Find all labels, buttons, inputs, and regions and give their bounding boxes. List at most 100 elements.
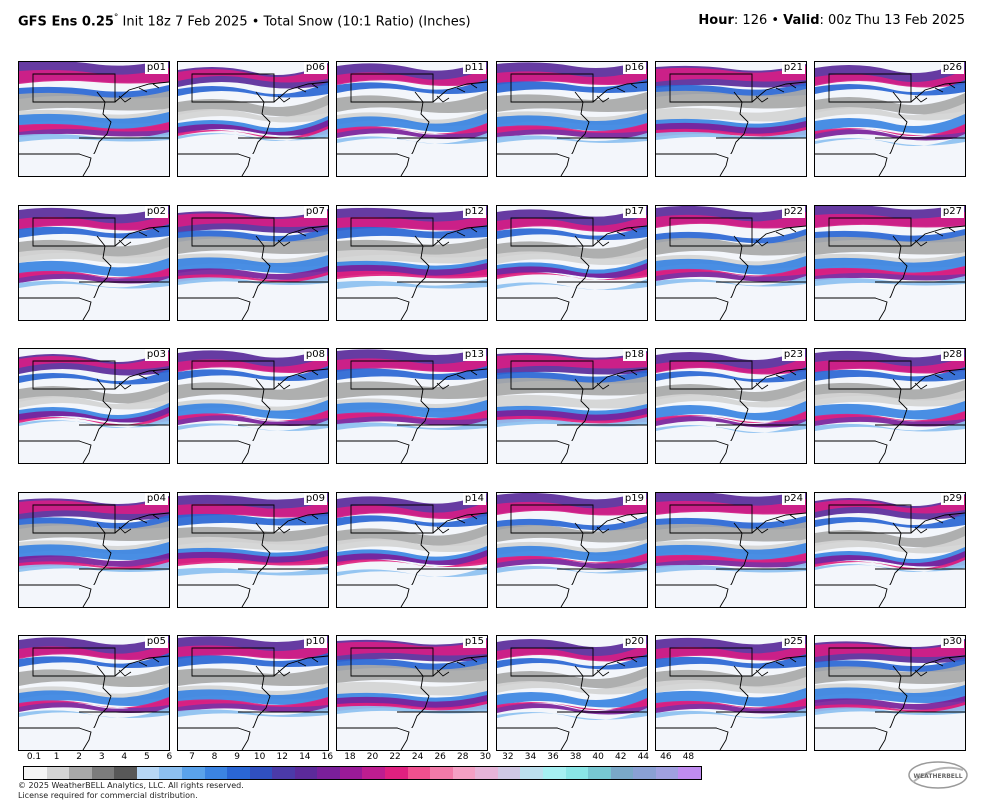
legend-tick: 32 — [502, 752, 514, 762]
legend-tick: 0.1 — [26, 752, 42, 762]
member-map-p21: p21 — [655, 61, 807, 177]
member-map-p29: p29 — [814, 492, 966, 608]
member-label: p11 — [462, 62, 486, 74]
legend-tick: 30 — [479, 752, 492, 762]
member-map-p04: p04 — [18, 492, 170, 608]
member-map-p05: p05 — [18, 635, 170, 751]
member-map-p30: p30 — [814, 635, 966, 751]
legend-swatch — [227, 767, 250, 779]
member-label: p18 — [622, 349, 646, 361]
legend-swatch — [317, 767, 340, 779]
legend-tick: 42 — [614, 752, 627, 762]
member-label: p19 — [622, 493, 646, 505]
legend-swatch — [294, 767, 318, 779]
valid-label: Valid — [783, 13, 820, 28]
member-map-p03: p03 — [18, 348, 170, 464]
member-map-p23: p23 — [655, 348, 807, 464]
member-map-p25: p25 — [655, 635, 807, 751]
legend-swatch — [24, 767, 47, 779]
legend-tick: 48 — [682, 752, 695, 762]
member-label: p03 — [144, 349, 168, 361]
legend-swatch — [362, 767, 385, 779]
degree-mark: ° — [113, 13, 119, 23]
legend-tick: 28 — [457, 752, 469, 762]
legend-tick: 46 — [660, 752, 672, 762]
member-map-p08: p08 — [177, 348, 329, 464]
legend-swatch — [497, 767, 521, 779]
legend-swatch — [339, 767, 363, 779]
copyright-text: © 2025 WeatherBELL Analytics, LLC. All r… — [18, 781, 244, 790]
hour-label: Hour — [698, 13, 734, 28]
model-name: GFS Ens 0.25 — [18, 14, 114, 30]
member-label: p09 — [303, 493, 327, 505]
member-label: p29 — [940, 493, 964, 505]
legend-tick: 5 — [143, 752, 150, 762]
legend-swatch — [542, 767, 566, 779]
legend-tick: 14 — [299, 752, 311, 762]
member-label: p28 — [940, 349, 964, 361]
member-label: p15 — [462, 636, 486, 648]
member-map-p07: p07 — [177, 205, 329, 321]
member-label: p25 — [781, 636, 805, 648]
legend-color-bar — [23, 766, 702, 780]
member-map-p02: p02 — [18, 205, 170, 321]
member-label: p24 — [781, 493, 805, 505]
legend-tick: 24 — [411, 752, 424, 762]
member-label: p26 — [940, 62, 964, 74]
legend-swatch — [272, 767, 295, 779]
member-map-p20: p20 — [496, 635, 648, 751]
legend-swatch — [69, 767, 92, 779]
legend-tick: 6 — [166, 752, 173, 762]
legend-tick: 18 — [344, 752, 356, 762]
legend-swatch — [91, 767, 115, 779]
legend-tick: 1 — [53, 752, 60, 762]
separator: • — [247, 14, 264, 30]
member-label: p01 — [144, 62, 168, 74]
legend-tick: 22 — [389, 752, 401, 762]
member-map-p10: p10 — [177, 635, 329, 751]
member-label: p07 — [303, 206, 327, 218]
valid-value: : 00z Thu 13 Feb 2025 — [819, 13, 965, 28]
legend-tick: 44 — [637, 752, 650, 762]
legend-swatch — [633, 767, 656, 779]
product-name: Total Snow (10:1 Ratio) (Inches) — [263, 14, 471, 30]
legend-tick: 2 — [76, 752, 82, 762]
legend-tick: 26 — [434, 752, 446, 762]
member-map-p26: p26 — [814, 61, 966, 177]
hour-value: : 126 — [733, 13, 768, 28]
legend-tick: 38 — [569, 752, 582, 762]
member-map-p27: p27 — [814, 205, 966, 321]
legend-swatch — [610, 767, 634, 779]
member-map-p16: p16 — [496, 61, 648, 177]
legend-tick: 16 — [321, 752, 334, 762]
legend-swatch — [159, 767, 182, 779]
legend-swatch — [204, 767, 228, 779]
legend-tick: 20 — [366, 752, 379, 762]
member-label: p23 — [781, 349, 805, 361]
member-map-p06: p06 — [177, 61, 329, 177]
member-map-p01: p01 — [18, 61, 170, 177]
member-label: p12 — [462, 206, 486, 218]
legend-swatch — [407, 767, 431, 779]
legend-tick: 9 — [234, 752, 240, 762]
legend-tick: 3 — [98, 752, 105, 762]
legend-tick: 4 — [121, 752, 128, 762]
legend-swatch — [678, 767, 701, 779]
legend-tick: 40 — [592, 752, 604, 762]
member-map-p14: p14 — [336, 492, 488, 608]
weatherbell-logo: WEATHERBELL — [908, 761, 968, 789]
member-label: p10 — [303, 636, 327, 648]
member-label: p22 — [781, 206, 805, 218]
member-map-p28: p28 — [814, 348, 966, 464]
member-map-p22: p22 — [655, 205, 807, 321]
member-label: p13 — [462, 349, 486, 361]
legend-tick: 34 — [524, 752, 537, 762]
member-label: p02 — [144, 206, 168, 218]
legend-tick: 10 — [253, 752, 266, 762]
legend-swatch — [520, 767, 543, 779]
legend-tick: 36 — [547, 752, 559, 762]
member-label: p27 — [940, 206, 964, 218]
legend-swatch — [430, 767, 453, 779]
member-label: p08 — [303, 349, 327, 361]
member-label: p20 — [622, 636, 646, 648]
